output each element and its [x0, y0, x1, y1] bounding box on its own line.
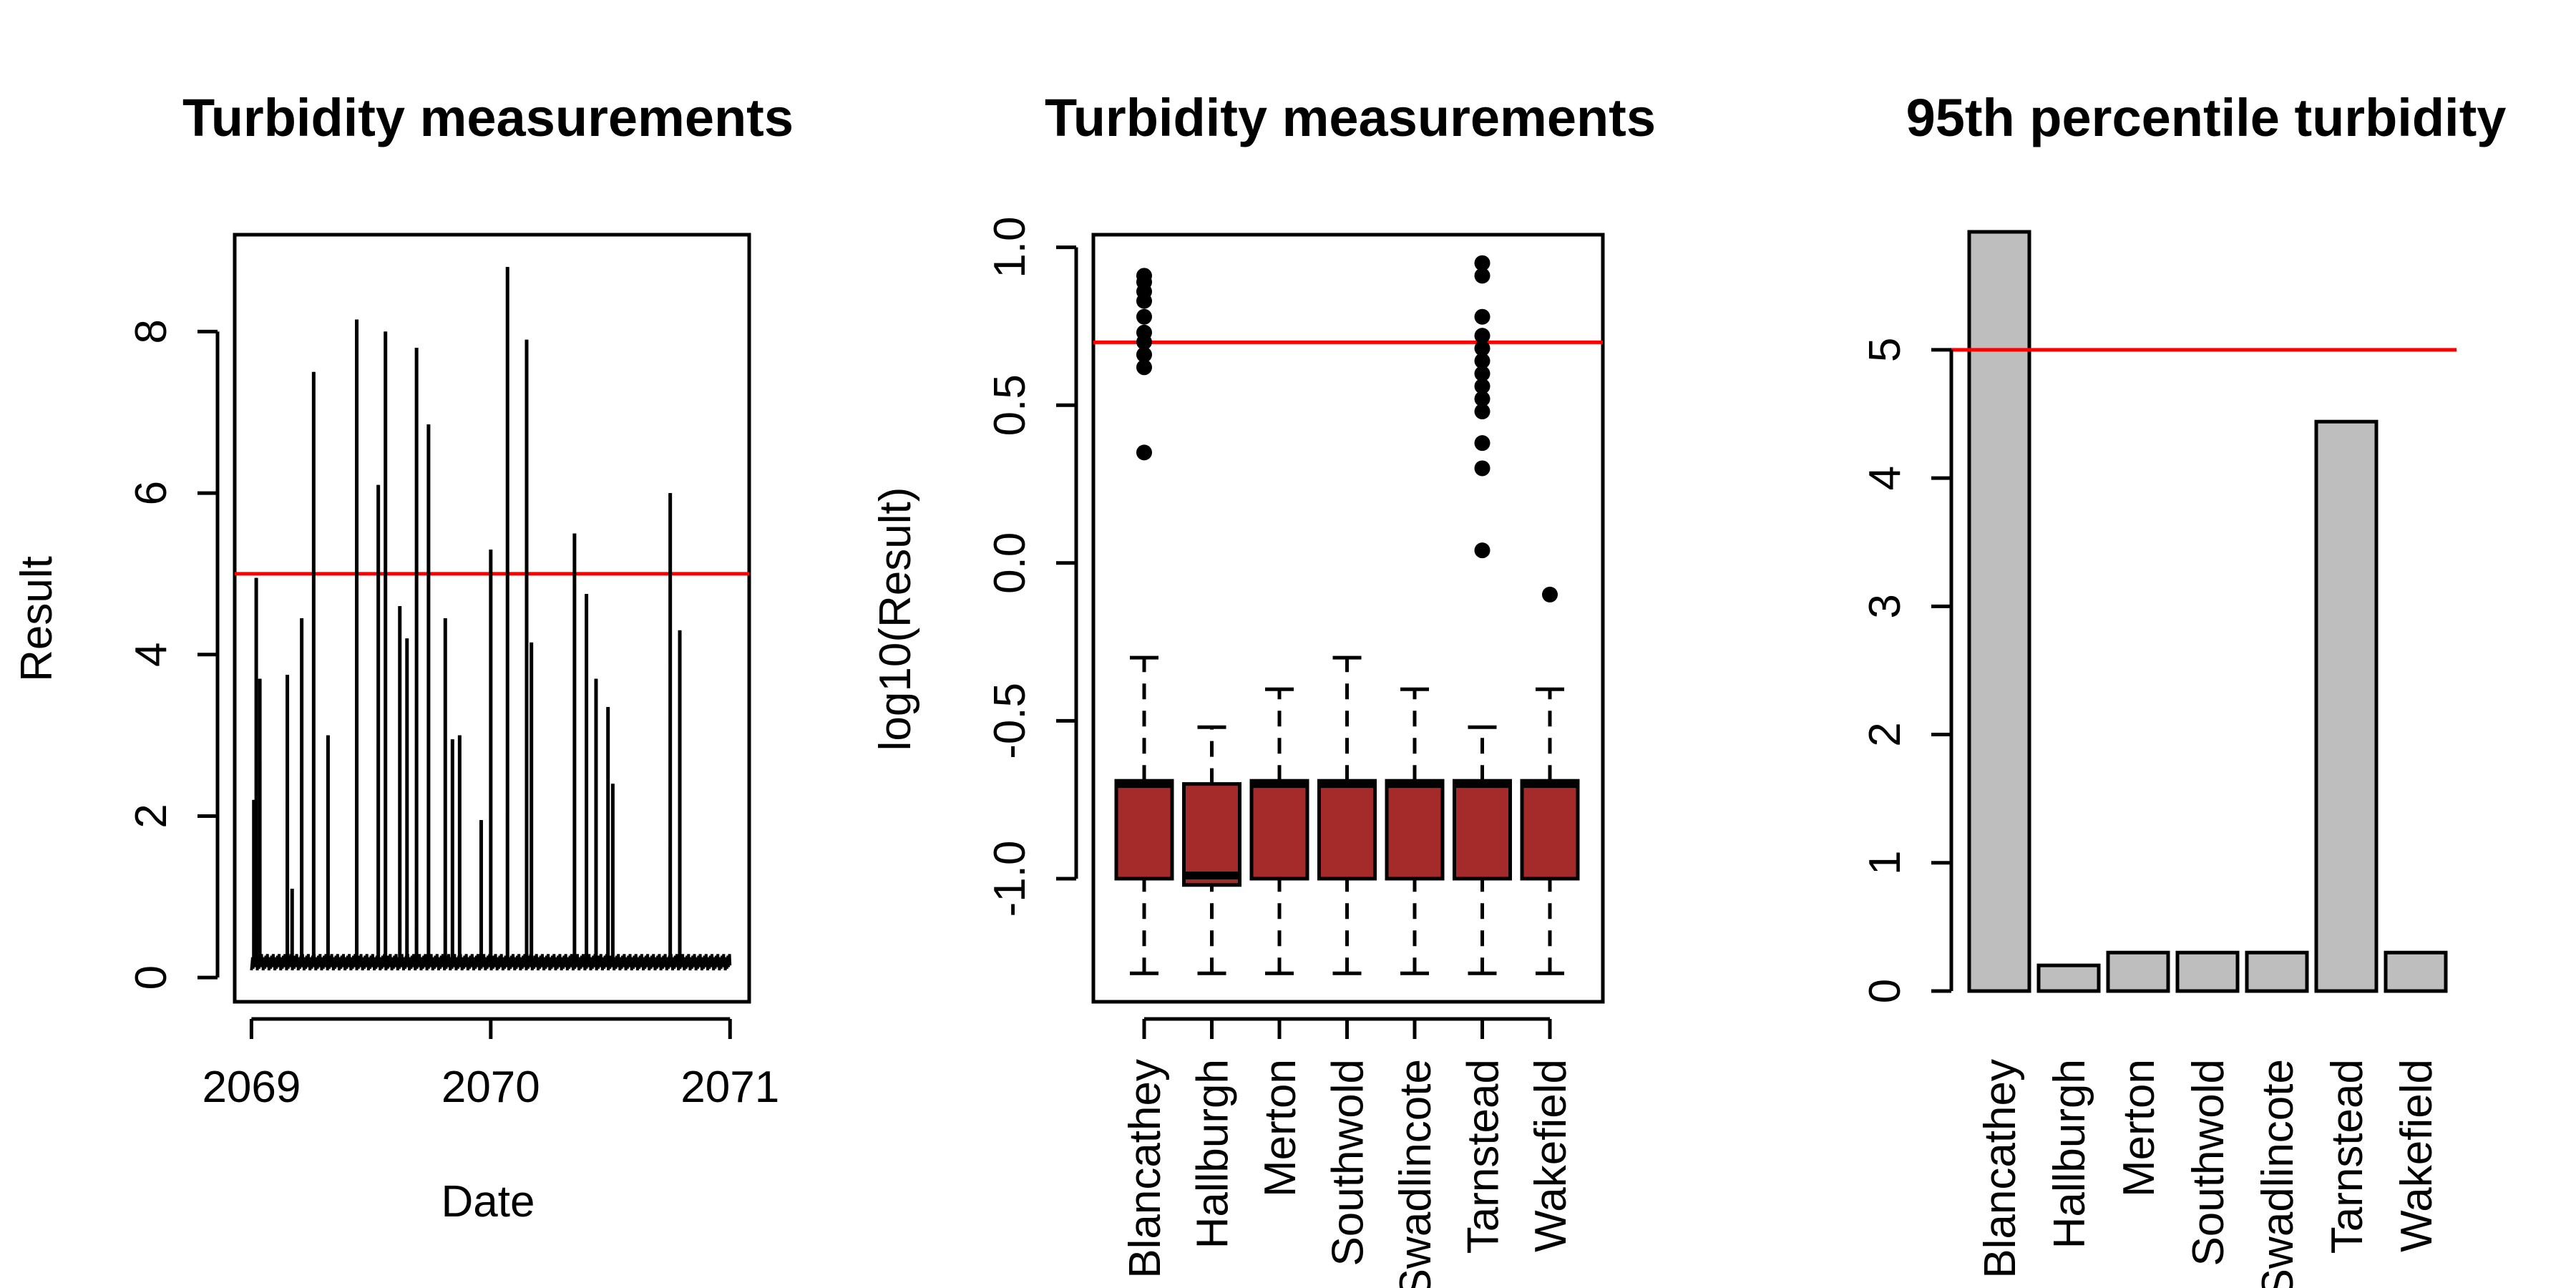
outlier-point [1474, 255, 1491, 271]
box [1520, 779, 1580, 881]
x-tick-label: Wakefield [2392, 1059, 2441, 1252]
box [1182, 782, 1241, 887]
y-tick-label: 3 [1860, 594, 1910, 618]
x-tick-label: Southwold [2184, 1059, 2233, 1267]
x-tick-label: 2069 [202, 1063, 301, 1112]
chart-title: Turbidity measurements [1045, 88, 1656, 147]
x-tick-label: Swadlincote [1391, 1059, 1440, 1288]
x-tick-label: Swadlincote [2253, 1059, 2303, 1288]
boxes [1114, 255, 1580, 975]
bar [2106, 950, 2170, 993]
chart-title: Turbidity measurements [182, 88, 794, 147]
y-tick-label: 4 [127, 643, 176, 667]
bars [1967, 230, 2448, 993]
outlier-point [1474, 366, 1491, 382]
y-tick-label: 1.0 [985, 217, 1035, 278]
bar [1967, 230, 2031, 993]
box [1385, 779, 1445, 881]
x-tick-label: Blancathey [1976, 1059, 2025, 1279]
outlier-point [1474, 460, 1491, 477]
box [1249, 779, 1309, 881]
outlier-point [1474, 353, 1491, 369]
chart-title: 95th percentile turbidity [1906, 88, 2507, 147]
bar [2175, 950, 2240, 993]
y-tick-label: -1.0 [985, 841, 1035, 917]
outlier-point [1136, 308, 1152, 325]
y-tick-label: 8 [127, 319, 176, 343]
series-line [250, 267, 732, 971]
outlier-point [1474, 542, 1491, 559]
x-tick-label: Tarnstead [2323, 1059, 2372, 1254]
box [1317, 779, 1377, 881]
y-axis-label: log10(Result) [871, 487, 920, 751]
x-axis-label: Date [441, 1177, 535, 1226]
outlier-point [1542, 586, 1558, 602]
y-tick-label: -0.5 [985, 683, 1035, 759]
plot-frame [1091, 233, 1605, 1004]
y-tick-label: 0.5 [985, 374, 1035, 436]
y-axis: 0 2 4 6 8 [127, 319, 220, 990]
x-tick-label: Tarnstead [1459, 1059, 1508, 1254]
outlier-point [1474, 435, 1491, 452]
y-tick-label: 5 [1860, 338, 1910, 362]
x-tick-label: 2071 [680, 1063, 779, 1112]
y-tick-label: 4 [1860, 466, 1910, 490]
outlier-point [1136, 268, 1152, 284]
box [1114, 779, 1174, 881]
y-tick-label: 0 [127, 965, 176, 990]
outlier-point [1474, 378, 1491, 394]
outlier-point [1474, 391, 1491, 407]
y-tick-label: 0.0 [985, 532, 1035, 594]
y-tick-label: 2 [127, 804, 176, 828]
x-tick-label: Wakefield [1526, 1059, 1576, 1252]
outlier-point [1136, 444, 1152, 461]
bar [2036, 963, 2101, 993]
y-axis: -1.0 -0.5 0.0 0.5 1.0 [985, 217, 1078, 917]
y-tick-label: 6 [127, 481, 176, 505]
y-tick-label: 1 [1860, 851, 1910, 875]
panel-box-plot: Turbidity measurements Blancathey Hallbur… [871, 88, 1656, 1288]
x-tick-label: Hallburgh [2045, 1059, 2094, 1249]
outlier-point [1474, 340, 1491, 356]
x-tick-label: Merton [2114, 1059, 2164, 1197]
y-tick-label: 0 [1860, 979, 1910, 1003]
x-tick-label: Merton [1256, 1059, 1305, 1197]
x-axis: 2069 2070 2071 [202, 1017, 779, 1112]
x-tick-label: 2070 [441, 1063, 540, 1112]
x-axis: Blancathey Hallburgh Merton Southwold Swadli… [1121, 1017, 1576, 1288]
y-tick-label: 2 [1860, 722, 1910, 746]
y-axis-label: Result [12, 556, 62, 682]
outlier-point [1474, 268, 1491, 284]
outlier-point [1136, 324, 1152, 341]
series-line-path [250, 267, 732, 971]
panel-bar-chart: 95th percentile turbidity Blancathey Hall… [1860, 88, 2506, 1288]
bar [2314, 419, 2379, 993]
panel-line-chart: Turbidity measurements 2069 2070 2071 0 2 4 6… [12, 88, 794, 1226]
outlier-point [1474, 404, 1491, 420]
x-tick-label: Southwold [1324, 1059, 1373, 1267]
x-axis: Blancathey Hallburgh Merton Southwold Swadli… [1976, 1059, 2441, 1288]
x-tick-label: Blancathey [1121, 1059, 1170, 1279]
outlier-point [1474, 328, 1491, 344]
x-tick-label: Hallburgh [1189, 1059, 1238, 1249]
outlier-point [1474, 308, 1491, 325]
bar [2384, 950, 2448, 993]
outlier-point [1136, 346, 1152, 363]
outlier-point [1136, 359, 1152, 376]
bar [2245, 950, 2309, 993]
plot-frame [233, 233, 751, 1004]
box [1453, 779, 1512, 881]
y-axis: 0 1 2 3 4 5 [1860, 338, 1953, 1003]
